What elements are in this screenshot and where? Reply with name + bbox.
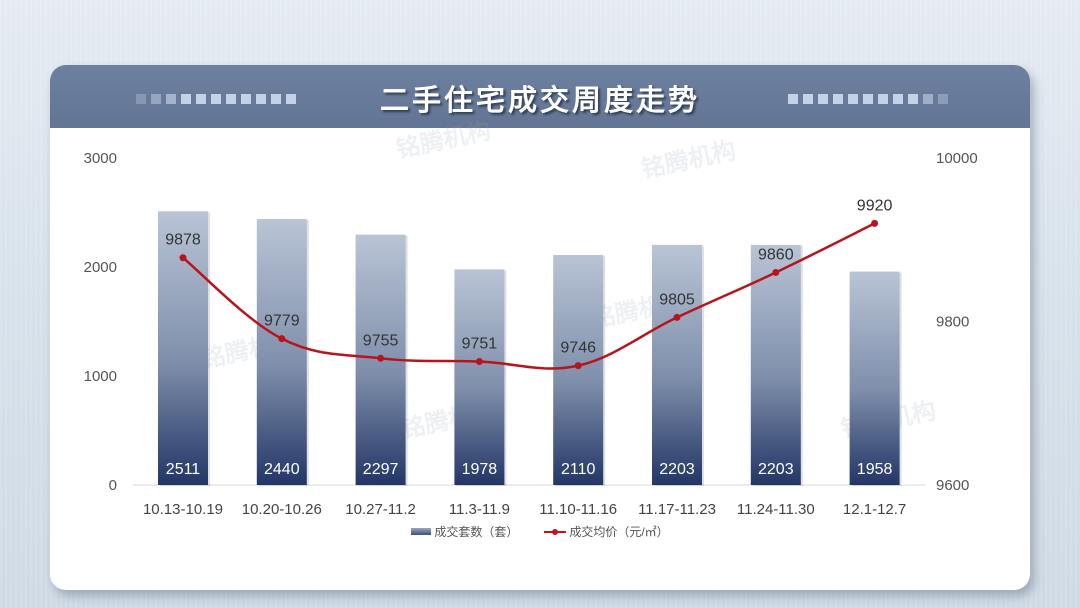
left-axis-tick: 0	[109, 477, 117, 494]
line-value-label: 9755	[363, 332, 399, 349]
category-label: 11.24-11.30	[737, 501, 815, 518]
category-label: 11.3-11.9	[449, 501, 510, 518]
bar	[849, 271, 900, 485]
price-line-value-labels: 9878 9779 9755 9751 9746 9805 9860 9920	[165, 197, 892, 356]
left-y-axis: 0 1000 2000 3000	[84, 150, 117, 494]
bar-value-label: 2440	[264, 461, 300, 478]
bar-value-labels: 2511 2440 2297 1978 2110 2203 2203 1958	[166, 461, 893, 478]
bar	[256, 219, 307, 486]
left-axis-tick: 3000	[84, 150, 117, 167]
category-label: 10.27-11.2	[345, 501, 416, 518]
left-axis-tick: 1000	[84, 368, 117, 385]
category-label: 10.20-10.26	[242, 501, 322, 518]
legend-item-bar: 成交套数（套）	[411, 523, 518, 540]
line-value-label: 9746	[560, 340, 596, 357]
bar	[454, 269, 505, 485]
price-line-markers	[179, 219, 879, 370]
bar-swatch-icon	[411, 528, 432, 535]
line-value-label: 9878	[165, 232, 201, 249]
line-value-label: 9751	[462, 336, 498, 353]
right-axis-tick: 9800	[936, 314, 969, 331]
line-marker	[179, 254, 187, 262]
line-value-label: 9805	[659, 291, 695, 308]
category-label: 12.1-12.7	[843, 501, 906, 518]
line-marker	[673, 313, 681, 321]
bar-value-label: 2511	[166, 461, 201, 478]
legend-item-line: 成交均价（元/㎡）	[544, 523, 669, 540]
legend-bar-label: 成交套数（套）	[434, 525, 519, 539]
line-value-label: 9779	[264, 313, 300, 330]
line-marker	[574, 362, 582, 370]
line-value-label: 9860	[758, 246, 794, 263]
category-label: 10.13-10.19	[143, 501, 223, 518]
line-marker	[278, 335, 286, 343]
header-decoration-left	[136, 94, 296, 104]
bar	[553, 255, 604, 485]
line-marker	[377, 354, 385, 362]
bar-value-label: 2110	[561, 461, 596, 478]
chart-title: 二手住宅成交周度走势	[379, 83, 700, 117]
right-y-axis: 9600 9800 10000	[936, 150, 978, 494]
bar	[158, 211, 208, 485]
x-axis-category-labels: 10.13-10.19 10.20-10.26 10.27-11.2 11.3-11.…	[143, 501, 906, 518]
bar	[750, 244, 801, 485]
bar-value-label: 1958	[857, 461, 893, 478]
right-axis-tick: 10000	[936, 150, 978, 167]
header-decoration-right	[788, 94, 948, 104]
bar-value-label: 1978	[462, 461, 498, 478]
category-label: 11.17-11.23	[638, 501, 716, 518]
right-axis-tick: 9600	[936, 477, 969, 494]
bar-value-label: 2203	[659, 461, 695, 478]
left-axis-tick: 2000	[84, 259, 117, 276]
bar	[652, 244, 702, 485]
legend-line-label: 成交均价（元/㎡）	[569, 525, 669, 539]
line-swatch-icon	[544, 527, 567, 537]
line-marker	[772, 268, 780, 276]
line-value-label: 9920	[857, 197, 893, 214]
bar-value-label: 2297	[363, 461, 399, 478]
category-label: 11.10-11.16	[539, 501, 617, 518]
chart-header: 二手住宅成交周度走势	[50, 65, 1030, 128]
bar-value-label: 2203	[758, 461, 794, 478]
line-marker	[475, 358, 483, 366]
line-marker	[871, 219, 879, 227]
chart-legend: 成交套数（套） 成交均价（元/㎡）	[0, 523, 1080, 540]
